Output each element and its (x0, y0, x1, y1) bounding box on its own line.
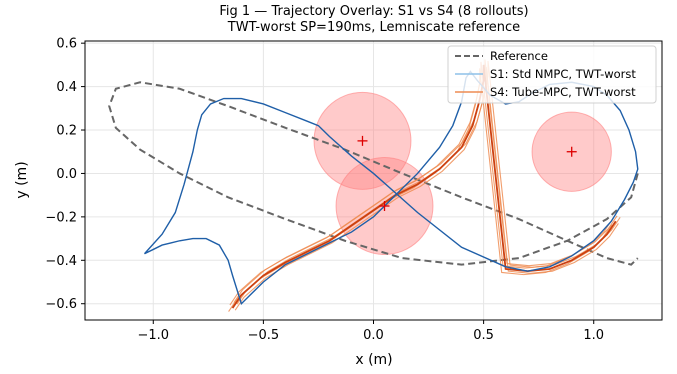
y-ticks: −0.6 −0.4 −0.2 0.0 0.2 0.4 0.6 (45, 37, 85, 312)
y-tick-label: 0.0 (56, 167, 77, 182)
series-line-s4-tube-mpc-twt-worst (231, 64, 617, 309)
x-tick-label: 0.0 (363, 328, 384, 343)
legend-label-reference: Reference (490, 49, 548, 63)
series-line-s4-tube-mpc-twt-worst (234, 66, 619, 311)
x-tick-label: −1.0 (137, 328, 169, 343)
x-axis-label: x (m) (355, 352, 392, 368)
y-axis-label: y (m) (14, 161, 30, 198)
y-tick-label: −0.6 (45, 297, 77, 312)
obstacle-centers (357, 135, 577, 212)
legend-box (447, 45, 657, 104)
x-tick-label: −0.5 (248, 328, 280, 343)
y-tick-label: 0.2 (56, 124, 77, 139)
y-tick-label: 0.4 (56, 80, 77, 95)
y-tick-label: 0.6 (56, 37, 77, 52)
series-layer (108, 59, 639, 312)
x-ticks: −1.0 −0.5 0.0 0.5 1.0 (137, 320, 604, 343)
legend-label-s1: S1: Std NMPC, TWT-worst (490, 67, 636, 81)
legend: Reference S1: Std NMPC, TWT-worst S4: Tu… (447, 45, 657, 104)
series-line-s4-tube-mpc-twt-worst (233, 59, 618, 303)
x-tick-label: 0.5 (473, 328, 494, 343)
chart-title-line2: TWT-worst SP=190ms, Lemniscate reference (227, 20, 520, 35)
legend-label-s4: S4: Tube-MPC, TWT-worst (490, 85, 636, 99)
y-tick-label: −0.2 (45, 210, 77, 225)
x-tick-label: 1.0 (583, 328, 604, 343)
chart-title-line1: Fig 1 — Trajectory Overlay: S1 vs S4 (8 … (219, 4, 528, 19)
y-tick-label: −0.4 (45, 254, 77, 269)
series-line-s4-tube-mpc-twt-worst (236, 60, 621, 305)
